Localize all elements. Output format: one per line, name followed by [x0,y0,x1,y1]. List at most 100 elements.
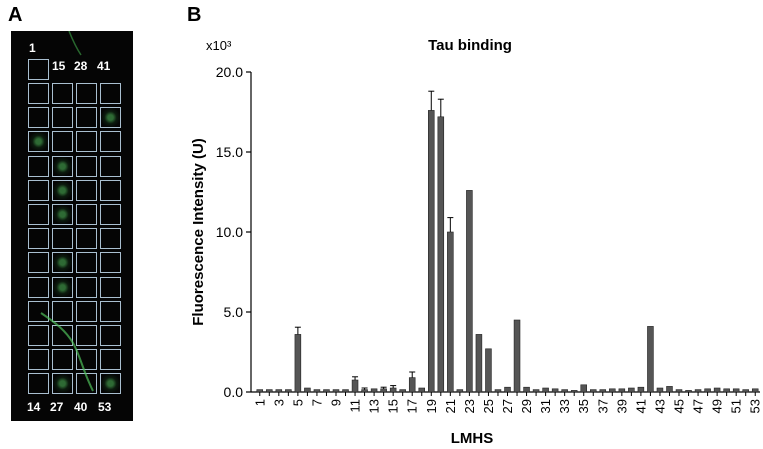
array-well [100,155,121,177]
bar-lmhs-24 [475,334,483,393]
well-number-label: 53 [98,400,112,414]
array-well [100,252,121,274]
array-well [52,131,73,153]
array-well [100,131,121,153]
array-well [28,252,49,274]
x-tick-label: 15 [386,399,401,413]
array-well [52,204,73,225]
chart-title: Tau binding [428,37,512,54]
bar-lmhs-31 [542,387,549,393]
array-well [52,373,73,395]
array-well [28,276,49,298]
x-tick-label: 45 [672,399,687,413]
array-well [52,252,73,274]
bar-lmhs-19 [428,110,435,393]
x-tick-label: 7 [309,399,324,406]
panel-a-label: A [8,4,23,26]
array-well [76,300,97,322]
array-well [76,276,97,298]
bar-lmhs-23 [466,190,473,393]
array-well [76,83,97,104]
y-tick-label: 0.0 [224,384,244,400]
debris-streak [40,31,94,392]
x-tick-label: 3 [271,399,286,406]
panel-b-label: B [187,4,202,26]
bar-lmhs-48 [704,388,711,393]
bar-lmhs-46 [685,390,692,393]
array-well [28,131,49,153]
bar-lmhs-15 [389,387,397,393]
bar-lmhs-36 [590,389,597,393]
bar-lmhs-4 [285,389,292,393]
bar-lmhs-38 [609,388,616,393]
array-well [100,300,121,322]
array-well [52,83,73,104]
array-well [28,179,49,201]
bar-lmhs-27 [504,386,511,393]
array-well [28,59,49,80]
bar-lmhs-6 [304,387,311,393]
array-well [76,107,97,129]
bar-lmhs-50 [723,388,730,393]
array-well [52,155,73,177]
array-well [52,276,73,298]
bar-lmhs-41 [637,386,645,393]
bar-lmhs-9 [332,389,340,393]
bar-lmhs-33 [561,389,568,393]
bar-lmhs-45 [675,389,683,393]
array-well [76,179,97,201]
x-tick-label: 47 [691,399,706,413]
array-well [76,131,97,153]
array-well [76,252,97,274]
well-number-label: 1 [29,41,36,55]
x-tick-label: 53 [748,399,763,413]
bar-lmhs-43 [656,387,664,393]
array-well [100,325,121,346]
bar-lmhs-5 [294,334,302,393]
well-number-label: 27 [50,400,64,414]
bar-lmhs-18 [418,387,425,393]
bar-lmhs-26 [494,389,502,393]
x-tick-label: 25 [481,399,496,413]
x-tick-label: 39 [614,399,629,413]
x-tick-label: 9 [328,399,343,406]
bar-lmhs-2 [266,389,273,393]
array-well [100,204,121,225]
x-tick-label: 27 [500,399,515,413]
bar-lmhs-35 [580,384,587,393]
x-tick-label: 37 [595,399,610,413]
x-tick-label: 31 [538,399,553,413]
x-tick-label: 11 [348,399,363,413]
x-tick-label: 21 [443,399,458,413]
bar-lmhs-14 [380,388,387,393]
array-well [76,325,97,346]
x-tick-label: 41 [633,399,648,413]
y-axis-multiplier: x10³ [206,38,232,53]
x-tick-label: 19 [424,399,439,413]
array-well [100,228,121,250]
x-tick-label: 23 [462,399,477,413]
array-fluorescence-image: 1 15 28 41 14 27 40 53 [11,31,133,421]
bar-lmhs-42 [647,326,654,393]
x-tick-label: 35 [576,399,591,413]
y-tick-label: 10.0 [216,224,243,240]
array-well [76,349,97,371]
array-well [52,107,73,129]
bar-lmhs-32 [551,388,559,393]
bar-lmhs-8 [323,389,330,393]
bar-lmhs-44 [666,386,673,393]
y-tick-label: 15.0 [216,144,243,160]
array-well [100,83,121,104]
y-axis-label: Fluorescence Intensity (U) [190,138,207,326]
array-well [52,228,73,250]
bar-lmhs-34 [570,390,578,393]
bar-lmhs-13 [370,388,378,393]
x-axis-label: LMHS [451,430,494,447]
array-well [28,373,49,395]
array-well [28,325,49,346]
array-well [100,107,121,129]
array-well [28,155,49,177]
bar-lmhs-20 [437,116,445,393]
bar-lmhs-28 [513,319,521,393]
